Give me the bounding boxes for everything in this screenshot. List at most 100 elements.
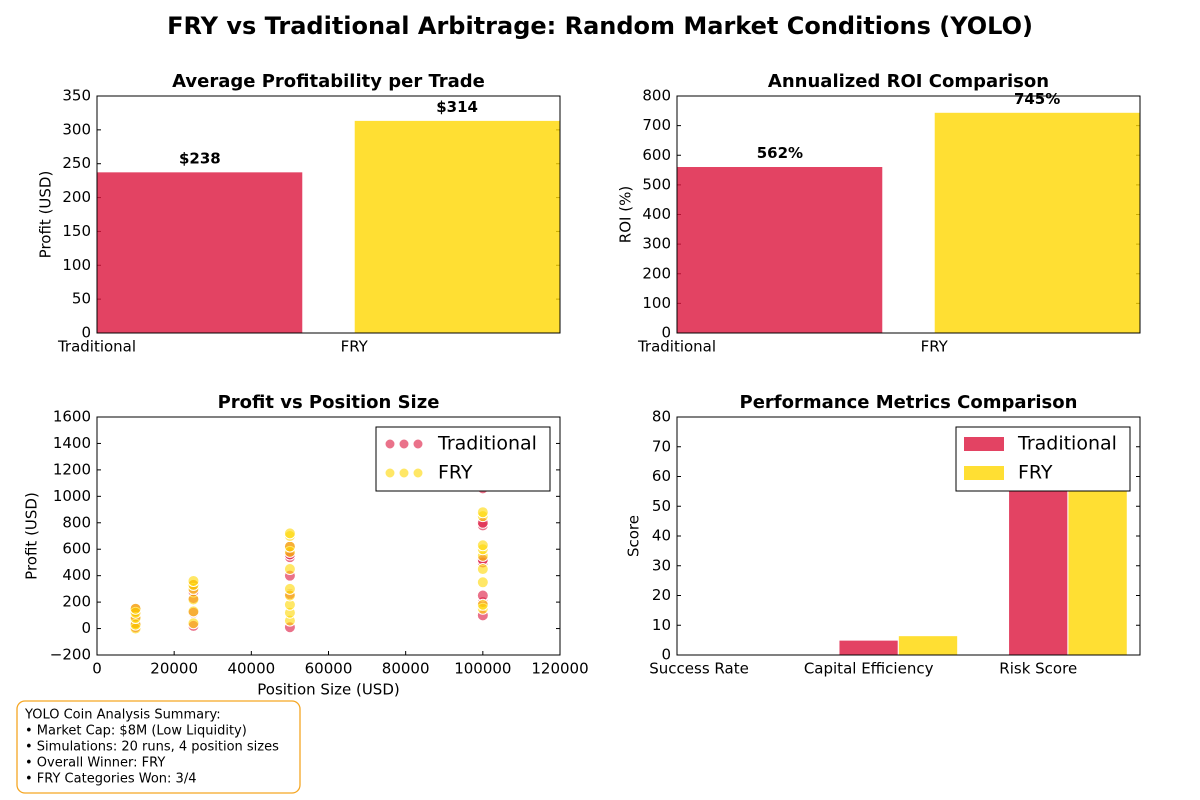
bar — [1067, 476, 1128, 656]
figure-title: FRY vs Traditional Arbitrage: Random Mar… — [167, 12, 1033, 40]
summary-line: • Simulations: 20 runs, 4 position sizes — [25, 740, 279, 755]
y-tick-label: 100 — [62, 256, 91, 274]
x-tick-label: 20000 — [150, 660, 198, 678]
y-tick-label: 1600 — [53, 408, 91, 426]
y-tick-label: 600 — [642, 146, 671, 164]
y-axis-label: ROI (%) — [617, 186, 635, 243]
x-tick-label: 60000 — [305, 660, 353, 678]
scatter-point — [476, 563, 489, 576]
summary-line: • Overall Winner: FRY — [25, 756, 165, 771]
legend-marker — [412, 467, 424, 479]
y-tick-label: 200 — [62, 593, 91, 611]
y-tick-label: 400 — [62, 566, 91, 584]
x-tick-label: Capital Efficiency — [804, 660, 934, 678]
chart-title: Annualized ROI Comparison — [768, 71, 1049, 92]
scatter-point — [187, 605, 200, 618]
legend-marker — [384, 438, 396, 450]
axes-frame — [676, 95, 1141, 334]
x-tick-label: 100000 — [454, 660, 511, 678]
y-tick-label: 350 — [62, 87, 91, 105]
bar — [676, 166, 884, 334]
summary-box — [16, 700, 301, 794]
x-axis-label: Position Size (USD) — [257, 681, 400, 699]
scatter-point — [283, 527, 296, 540]
y-tick-label: 300 — [642, 235, 671, 253]
scatter-point — [476, 506, 489, 519]
y-tick-label: 100 — [642, 294, 671, 312]
scatter-point — [187, 617, 200, 630]
bar — [1008, 467, 1069, 656]
x-tick-label: 120000 — [531, 660, 588, 678]
bar — [897, 635, 959, 656]
bar — [838, 639, 899, 656]
x-tick-label: FRY — [921, 338, 949, 356]
y-tick-label: 200 — [62, 188, 91, 206]
scatter-point — [476, 598, 489, 611]
legend-marker — [412, 438, 424, 450]
x-tick-label: FRY — [341, 338, 369, 356]
value-label: 745% — [1014, 90, 1060, 108]
legend-label: Traditional — [1017, 433, 1117, 455]
summary-line: • Market Cap: $8M (Low Liquidity) — [25, 724, 247, 739]
axes-frame — [96, 95, 561, 334]
x-tick-label: Success Rate — [649, 660, 749, 678]
y-tick-label: 20 — [652, 586, 671, 604]
x-tick-label: Traditional — [57, 338, 136, 356]
chart-title: Performance Metrics Comparison — [740, 392, 1078, 413]
bar — [353, 119, 561, 334]
y-tick-label: −200 — [50, 646, 91, 664]
x-tick-label: 40000 — [227, 660, 275, 678]
y-tick-label: 0 — [81, 619, 91, 637]
scatter-point — [283, 582, 296, 595]
scatter-point — [187, 574, 200, 587]
y-tick-label: 30 — [652, 556, 671, 574]
y-tick-label: 250 — [62, 154, 91, 172]
legend-box — [955, 426, 1131, 492]
legend-swatch — [964, 437, 1004, 451]
bar — [96, 171, 304, 334]
legend-marker — [384, 467, 396, 479]
axes-frame — [96, 416, 561, 656]
y-axis-label: Profit (USD) — [23, 492, 41, 580]
bar — [933, 111, 1141, 334]
value-label: 562% — [757, 144, 803, 162]
y-tick-label: 150 — [62, 222, 91, 240]
chart-title: Average Profitability per Trade — [172, 71, 485, 92]
y-tick-label: 600 — [62, 540, 91, 558]
y-tick-label: 400 — [642, 205, 671, 223]
y-axis-label: Score — [625, 515, 643, 557]
summary-line: YOLO Coin Analysis Summary: — [24, 708, 221, 723]
value-label: $314 — [436, 98, 478, 116]
chart-title: Profit vs Position Size — [218, 392, 440, 413]
value-label: $238 — [179, 149, 221, 167]
axes-frame — [676, 416, 1141, 656]
y-tick-label: 1400 — [53, 434, 91, 452]
y-tick-label: 50 — [72, 290, 91, 308]
y-tick-label: 700 — [642, 116, 671, 134]
legend-label: FRY — [438, 462, 473, 484]
y-tick-label: 1000 — [53, 487, 91, 505]
y-axis-label: Profit (USD) — [37, 171, 55, 259]
scatter-point — [476, 539, 489, 552]
y-tick-label: 40 — [652, 527, 671, 545]
y-tick-label: 0 — [661, 646, 671, 664]
y-tick-label: 800 — [62, 513, 91, 531]
y-tick-label: 1200 — [53, 460, 91, 478]
scatter-point — [476, 576, 489, 589]
y-tick-label: 0 — [661, 324, 671, 342]
scatter-point — [283, 540, 296, 553]
y-tick-label: 50 — [652, 497, 671, 515]
y-tick-label: 80 — [652, 408, 671, 426]
y-tick-label: 300 — [62, 120, 91, 138]
y-tick-label: 10 — [652, 616, 671, 634]
scatter-point — [283, 563, 296, 576]
x-tick-label: Traditional — [637, 338, 716, 356]
scatter-point — [187, 593, 200, 606]
x-tick-label: 80000 — [382, 660, 430, 678]
y-tick-label: 800 — [642, 87, 671, 105]
x-tick-label: 0 — [92, 660, 102, 678]
legend-marker — [398, 467, 410, 479]
scatter-point — [129, 602, 142, 615]
legend-label: FRY — [1018, 462, 1053, 484]
